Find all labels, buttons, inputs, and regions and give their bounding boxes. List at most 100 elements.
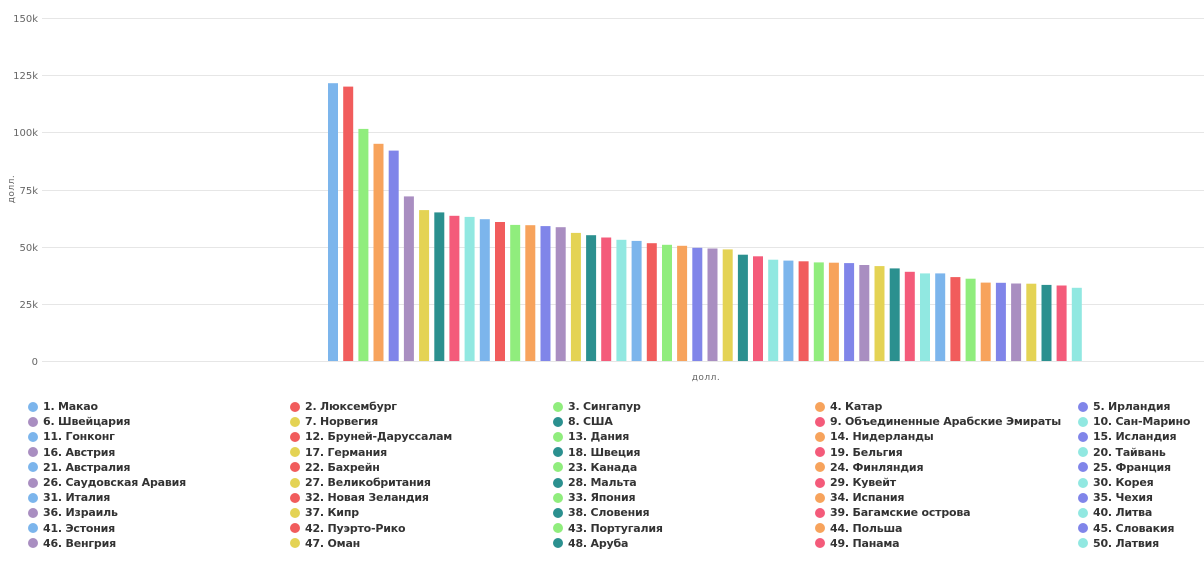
- bar-27[interactable]: [722, 249, 733, 361]
- bar-22[interactable]: [646, 243, 657, 361]
- legend-item[interactable]: 44. Польша: [815, 521, 1078, 536]
- legend-item[interactable]: 34. Испания: [815, 490, 1078, 505]
- legend-item[interactable]: 13. Дания: [553, 429, 815, 444]
- legend-item[interactable]: 33. Япония: [553, 490, 815, 505]
- legend-item[interactable]: 25. Франция: [1078, 460, 1204, 475]
- legend-item[interactable]: 40. Литва: [1078, 505, 1204, 520]
- bar-20[interactable]: [616, 239, 627, 361]
- bar-10[interactable]: [464, 216, 475, 361]
- bar-40[interactable]: [920, 273, 930, 361]
- legend-item[interactable]: 26. Саудовская Аравия: [28, 475, 290, 490]
- legend-item[interactable]: 18. Швеция: [553, 445, 815, 460]
- bar-3[interactable]: [358, 128, 369, 361]
- bar-42[interactable]: [950, 277, 961, 361]
- bar-41[interactable]: [935, 273, 946, 361]
- bar-17[interactable]: [570, 232, 581, 361]
- legend-item[interactable]: 19. Бельгия: [815, 445, 1078, 460]
- bar-19[interactable]: [601, 237, 612, 362]
- legend-item[interactable]: 29. Кувейт: [815, 475, 1078, 490]
- bar-35[interactable]: [844, 263, 855, 361]
- legend-item[interactable]: 22. Бахрейн: [290, 460, 553, 475]
- bar-44[interactable]: [980, 282, 991, 361]
- bar-31[interactable]: [783, 260, 794, 361]
- legend-item[interactable]: 7. Норвегия: [290, 414, 553, 429]
- bar-28[interactable]: [737, 254, 748, 361]
- legend-item[interactable]: 35. Чехия: [1078, 490, 1204, 505]
- bar-37[interactable]: [874, 266, 885, 361]
- bar-16[interactable]: [555, 227, 566, 361]
- legend-item[interactable]: 32. Новая Зеландия: [290, 490, 553, 505]
- bar-2[interactable]: [343, 86, 354, 361]
- bar-14[interactable]: [525, 225, 536, 361]
- bar-43[interactable]: [965, 278, 976, 361]
- legend-item[interactable]: 17. Германия: [290, 445, 553, 460]
- legend-item[interactable]: 47. Оман: [290, 536, 553, 551]
- bar-33[interactable]: [813, 262, 824, 361]
- legend-item[interactable]: 20. Тайвань: [1078, 445, 1204, 460]
- legend-item[interactable]: 1. Макао: [28, 399, 290, 414]
- legend-item[interactable]: 30. Корея: [1078, 475, 1204, 490]
- legend-item[interactable]: 41. Эстония: [28, 521, 290, 536]
- bar-25[interactable]: [692, 247, 703, 361]
- legend-item[interactable]: 50. Латвия: [1078, 536, 1204, 551]
- bar-23[interactable]: [662, 244, 672, 361]
- legend-item[interactable]: 2. Люксембург: [290, 399, 553, 414]
- legend-item[interactable]: 28. Мальта: [553, 475, 815, 490]
- bar-24[interactable]: [677, 245, 688, 361]
- bar-11[interactable]: [479, 219, 490, 361]
- bar-18[interactable]: [586, 235, 597, 361]
- bar-4[interactable]: [373, 143, 384, 361]
- legend-item[interactable]: 9. Объединенные Арабские Эмираты: [815, 414, 1078, 429]
- bar-13[interactable]: [510, 224, 521, 361]
- legend-item[interactable]: 5. Ирландия: [1078, 399, 1204, 414]
- bar-30[interactable]: [768, 259, 779, 361]
- bar-26[interactable]: [707, 248, 718, 362]
- bar-9[interactable]: [449, 215, 460, 361]
- legend-item[interactable]: 10. Сан-Марино: [1078, 414, 1204, 429]
- bar-32[interactable]: [798, 261, 809, 361]
- legend-item[interactable]: 4. Катар: [815, 399, 1078, 414]
- legend-item[interactable]: 8. США: [553, 414, 815, 429]
- bar-50[interactable]: [1071, 287, 1082, 361]
- legend-item[interactable]: 3. Сингапур: [553, 399, 815, 414]
- legend-item[interactable]: 23. Канада: [553, 460, 815, 475]
- bar-46[interactable]: [1011, 283, 1022, 362]
- bar-34[interactable]: [828, 262, 839, 361]
- bar-6[interactable]: [403, 196, 414, 361]
- legend-item[interactable]: 36. Израиль: [28, 505, 290, 520]
- bar-29[interactable]: [753, 256, 763, 361]
- legend-item[interactable]: 42. Пуэрто-Рико: [290, 521, 553, 536]
- legend-item[interactable]: 14. Нидерланды: [815, 429, 1078, 444]
- bar-21[interactable]: [631, 240, 642, 361]
- legend-item[interactable]: 27. Великобритания: [290, 475, 553, 490]
- bar-49[interactable]: [1056, 285, 1067, 362]
- legend-item[interactable]: 38. Словения: [553, 505, 815, 520]
- legend-item[interactable]: 6. Швейцария: [28, 414, 290, 429]
- legend-item[interactable]: 43. Португалия: [553, 521, 815, 536]
- bar-12[interactable]: [495, 222, 505, 361]
- bar-15[interactable]: [540, 226, 551, 361]
- bar-48[interactable]: [1041, 284, 1052, 361]
- legend-item[interactable]: 11. Гонконг: [28, 429, 290, 444]
- bar-39[interactable]: [904, 271, 915, 361]
- bar-5[interactable]: [388, 150, 399, 361]
- bar-7[interactable]: [419, 210, 430, 361]
- legend-item[interactable]: 16. Австрия: [28, 445, 290, 460]
- bar-1[interactable]: [328, 83, 338, 361]
- legend-item[interactable]: 12. Бруней-Даруссалам: [290, 429, 553, 444]
- legend-item[interactable]: 15. Исландия: [1078, 429, 1204, 444]
- legend-item[interactable]: 21. Австралия: [28, 460, 290, 475]
- legend-item[interactable]: 37. Кипр: [290, 505, 553, 520]
- bar-47[interactable]: [1026, 283, 1037, 361]
- legend-item[interactable]: 45. Словакия: [1078, 521, 1204, 536]
- legend-item[interactable]: 49. Панама: [815, 536, 1078, 551]
- bar-38[interactable]: [889, 268, 900, 361]
- legend-item[interactable]: 24. Финляндия: [815, 460, 1078, 475]
- bar-8[interactable]: [434, 212, 445, 361]
- legend-item[interactable]: 31. Италия: [28, 490, 290, 505]
- legend-item[interactable]: 39. Багамские острова: [815, 505, 1078, 520]
- bar-36[interactable]: [859, 265, 870, 361]
- bar-45[interactable]: [995, 282, 1006, 361]
- legend-item[interactable]: 48. Аруба: [553, 536, 815, 551]
- legend-item[interactable]: 46. Венгрия: [28, 536, 290, 551]
